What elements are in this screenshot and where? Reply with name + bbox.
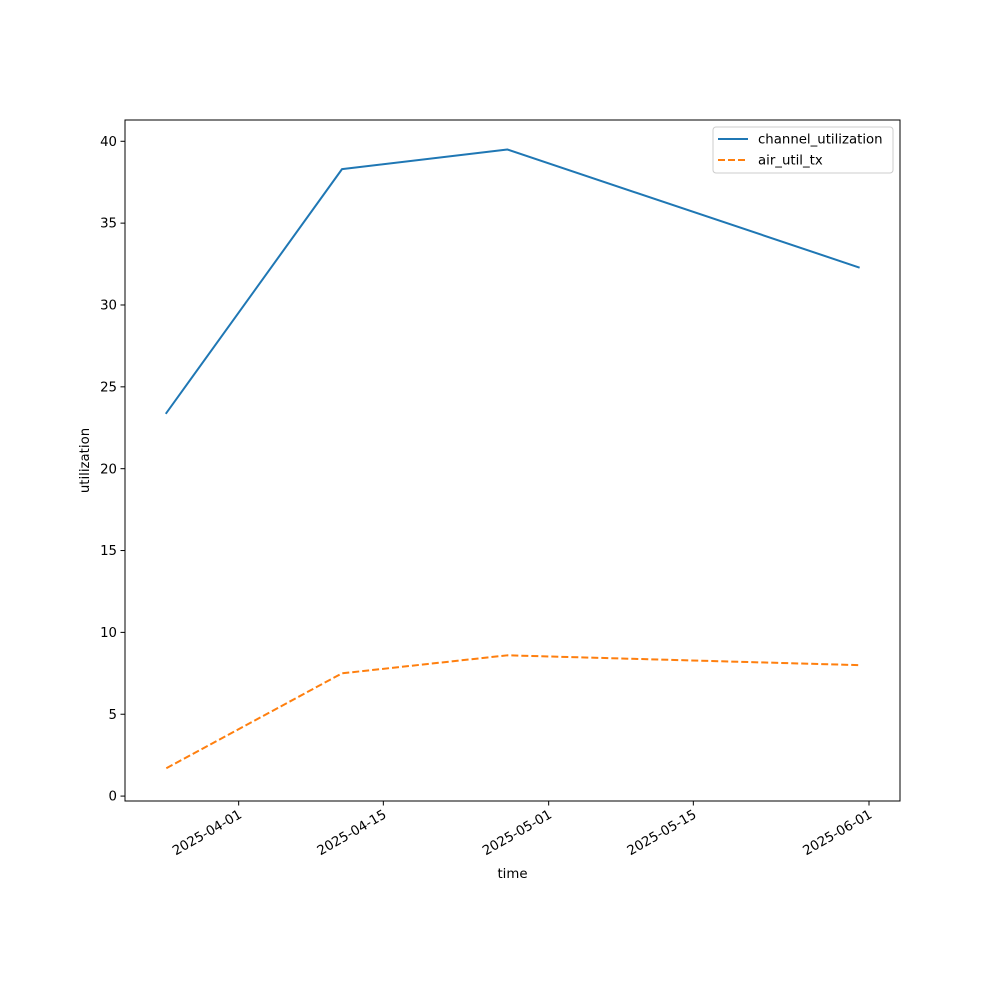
legend-label: channel_utilization — [758, 133, 883, 148]
series-line-air-util-tx — [165, 654, 859, 770]
y-tick-label: 0 — [109, 790, 117, 805]
y-tick-label: 30 — [100, 299, 117, 314]
y-tick-label: 35 — [100, 217, 117, 232]
y-axis-label: utilization — [78, 428, 93, 493]
y-tick-label: 5 — [109, 708, 117, 723]
y-tick-label: 20 — [100, 462, 117, 477]
legend-label: air_util_tx — [758, 154, 823, 169]
series-line-channel-utilization — [164, 148, 860, 415]
axes-frame — [124, 119, 901, 802]
y-tick-label: 15 — [100, 544, 117, 559]
legend: channel_utilization air_util_tx — [712, 126, 894, 174]
legend-box — [712, 126, 894, 174]
y-tick-label: 40 — [100, 135, 117, 150]
y-tick-label: 25 — [100, 380, 117, 395]
y-tick-label: 10 — [100, 626, 117, 641]
x-axis-label: time — [497, 867, 527, 882]
